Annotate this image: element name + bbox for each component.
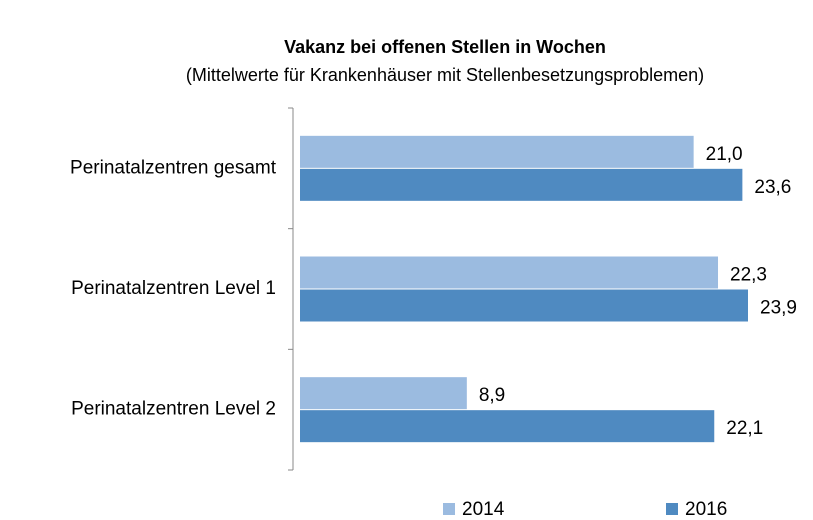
legend-swatch <box>443 503 455 515</box>
bar <box>300 135 694 168</box>
chart-title: Vakanz bei offenen Stellen in Wochen <box>284 37 606 57</box>
data-label: 8,9 <box>479 385 505 406</box>
chart-subtitle: (Mittelwerte für Krankenhäuser mit Stell… <box>186 65 704 85</box>
category-label: Perinatalzentren gesamt <box>70 157 277 178</box>
legend-swatch <box>666 503 678 515</box>
data-label: 22,1 <box>726 418 763 439</box>
category-label: Perinatalzentren Level 2 <box>71 399 276 420</box>
data-label: 22,3 <box>730 265 767 286</box>
data-label: 23,9 <box>760 298 797 319</box>
legend-label: 2016 <box>685 499 727 520</box>
bar <box>300 289 748 322</box>
data-label: 21,0 <box>706 144 743 165</box>
bar <box>300 410 715 443</box>
bar <box>300 256 719 289</box>
data-label: 23,6 <box>754 177 791 198</box>
legend-label: 2014 <box>462 499 505 520</box>
bar <box>300 168 743 201</box>
bar <box>300 377 467 410</box>
category-label: Perinatalzentren Level 1 <box>71 278 276 299</box>
